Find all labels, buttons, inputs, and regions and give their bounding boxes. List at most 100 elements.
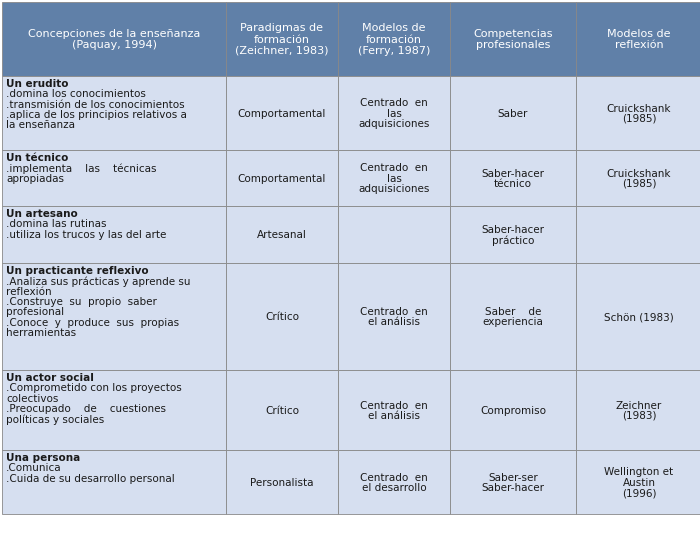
Text: Saber-hacer: Saber-hacer <box>482 169 545 179</box>
Text: Competencias: Competencias <box>473 29 553 39</box>
Bar <box>338 450 450 514</box>
Text: técnico: técnico <box>494 179 532 189</box>
Bar <box>450 206 576 263</box>
Text: Austin: Austin <box>622 478 655 488</box>
Text: .Cuida de su desarrollo personal: .Cuida de su desarrollo personal <box>6 474 175 484</box>
Bar <box>576 76 700 150</box>
Bar <box>2 206 226 263</box>
Bar <box>576 150 700 206</box>
Text: Centrado  en: Centrado en <box>360 307 428 317</box>
Bar <box>226 263 338 370</box>
Bar <box>2 150 226 206</box>
Text: Un actor social: Un actor social <box>6 373 94 383</box>
Bar <box>450 450 576 514</box>
Bar <box>226 2 338 76</box>
Bar <box>2 370 226 450</box>
Bar <box>338 206 450 263</box>
Text: .Comprometido con los proyectos: .Comprometido con los proyectos <box>6 384 182 393</box>
Text: .Analiza sus prácticas y aprende su: .Analiza sus prácticas y aprende su <box>6 276 190 287</box>
Text: apropiadas: apropiadas <box>6 174 64 184</box>
Text: Un artesano: Un artesano <box>6 209 78 219</box>
Text: (1996): (1996) <box>622 488 657 498</box>
Text: Paradigmas de: Paradigmas de <box>241 24 323 34</box>
Text: Centrado  en: Centrado en <box>360 164 428 174</box>
Text: Crítico: Crítico <box>265 406 299 416</box>
Text: las: las <box>386 174 401 184</box>
Text: Saber-ser: Saber-ser <box>488 473 538 483</box>
Text: Comportamental: Comportamental <box>238 174 326 184</box>
Text: Compromiso: Compromiso <box>480 406 546 416</box>
Text: Cruickshank: Cruickshank <box>607 104 671 114</box>
Bar <box>576 370 700 450</box>
Bar <box>576 2 700 76</box>
Bar <box>338 370 450 450</box>
Text: las: las <box>386 109 401 119</box>
Text: Schön (1983): Schön (1983) <box>604 312 674 322</box>
Text: experiencia: experiencia <box>482 318 543 328</box>
Text: Saber-hacer: Saber-hacer <box>482 225 545 235</box>
Text: (1983): (1983) <box>622 411 657 421</box>
Text: Una persona: Una persona <box>6 453 80 463</box>
Bar <box>338 263 450 370</box>
Text: reflexión: reflexión <box>6 287 52 297</box>
Text: herramientas: herramientas <box>6 328 76 338</box>
Text: .Preocupado    de    cuestiones: .Preocupado de cuestiones <box>6 404 166 414</box>
Bar <box>450 370 576 450</box>
Text: Zeichner: Zeichner <box>616 400 662 410</box>
Text: .utiliza los trucos y las del arte: .utiliza los trucos y las del arte <box>6 230 167 240</box>
Text: formación: formación <box>254 35 310 45</box>
Text: el análisis: el análisis <box>368 318 420 328</box>
Bar <box>450 2 576 76</box>
Text: (Ferry, 1987): (Ferry, 1987) <box>358 46 430 56</box>
Bar <box>576 206 700 263</box>
Bar <box>576 450 700 514</box>
Text: el desarrollo: el desarrollo <box>362 483 426 493</box>
Bar <box>338 150 450 206</box>
Text: Wellington et: Wellington et <box>604 468 673 477</box>
Text: políticas y sociales: políticas y sociales <box>6 414 104 425</box>
Bar <box>2 2 226 76</box>
Bar <box>2 263 226 370</box>
Bar <box>226 450 338 514</box>
Text: .Construye  su  propio  saber: .Construye su propio saber <box>6 297 157 307</box>
Text: Personalista: Personalista <box>251 478 314 488</box>
Text: Un erudito: Un erudito <box>6 79 69 89</box>
Text: Centrado  en: Centrado en <box>360 400 428 410</box>
Bar <box>576 263 700 370</box>
Bar <box>450 150 576 206</box>
Bar <box>450 76 576 150</box>
Text: .transmisión de los conocimientos: .transmisión de los conocimientos <box>6 100 185 110</box>
Text: Un técnico: Un técnico <box>6 153 69 163</box>
Text: Modelos de: Modelos de <box>363 24 426 34</box>
Text: adquisiciones: adquisiciones <box>358 184 430 194</box>
Text: profesional: profesional <box>6 307 64 318</box>
Text: Comportamental: Comportamental <box>238 109 326 119</box>
Text: Artesanal: Artesanal <box>257 230 307 240</box>
Text: .implementa    las    técnicas: .implementa las técnicas <box>6 164 157 174</box>
Text: Saber: Saber <box>498 109 528 119</box>
Bar <box>226 150 338 206</box>
Text: formación: formación <box>366 35 422 45</box>
Text: .domina las rutinas: .domina las rutinas <box>6 220 106 230</box>
Bar <box>226 370 338 450</box>
Text: Un practicante reflexivo: Un practicante reflexivo <box>6 266 148 276</box>
Text: (Zeichner, 1983): (Zeichner, 1983) <box>235 46 329 56</box>
Text: la enseñanza: la enseñanza <box>6 120 75 130</box>
Text: Cruickshank: Cruickshank <box>607 169 671 179</box>
Text: práctico: práctico <box>492 235 534 246</box>
Text: .aplica de los principios relativos a: .aplica de los principios relativos a <box>6 110 187 120</box>
Text: (1985): (1985) <box>622 179 657 189</box>
Text: adquisiciones: adquisiciones <box>358 119 430 129</box>
Text: Centrado  en: Centrado en <box>360 473 428 483</box>
Text: .Conoce  y  produce  sus  propias: .Conoce y produce sus propias <box>6 318 179 328</box>
Bar <box>338 76 450 150</box>
Text: (Paquay, 1994): (Paquay, 1994) <box>71 40 157 50</box>
Text: Concepciones de la enseñanza: Concepciones de la enseñanza <box>28 29 200 39</box>
Text: Centrado  en: Centrado en <box>360 99 428 109</box>
Text: Saber    de: Saber de <box>485 307 541 317</box>
Text: Modelos de: Modelos de <box>608 29 671 39</box>
Text: profesionales: profesionales <box>476 40 550 50</box>
Bar <box>450 263 576 370</box>
Text: reflexión: reflexión <box>615 40 664 50</box>
Bar <box>2 450 226 514</box>
